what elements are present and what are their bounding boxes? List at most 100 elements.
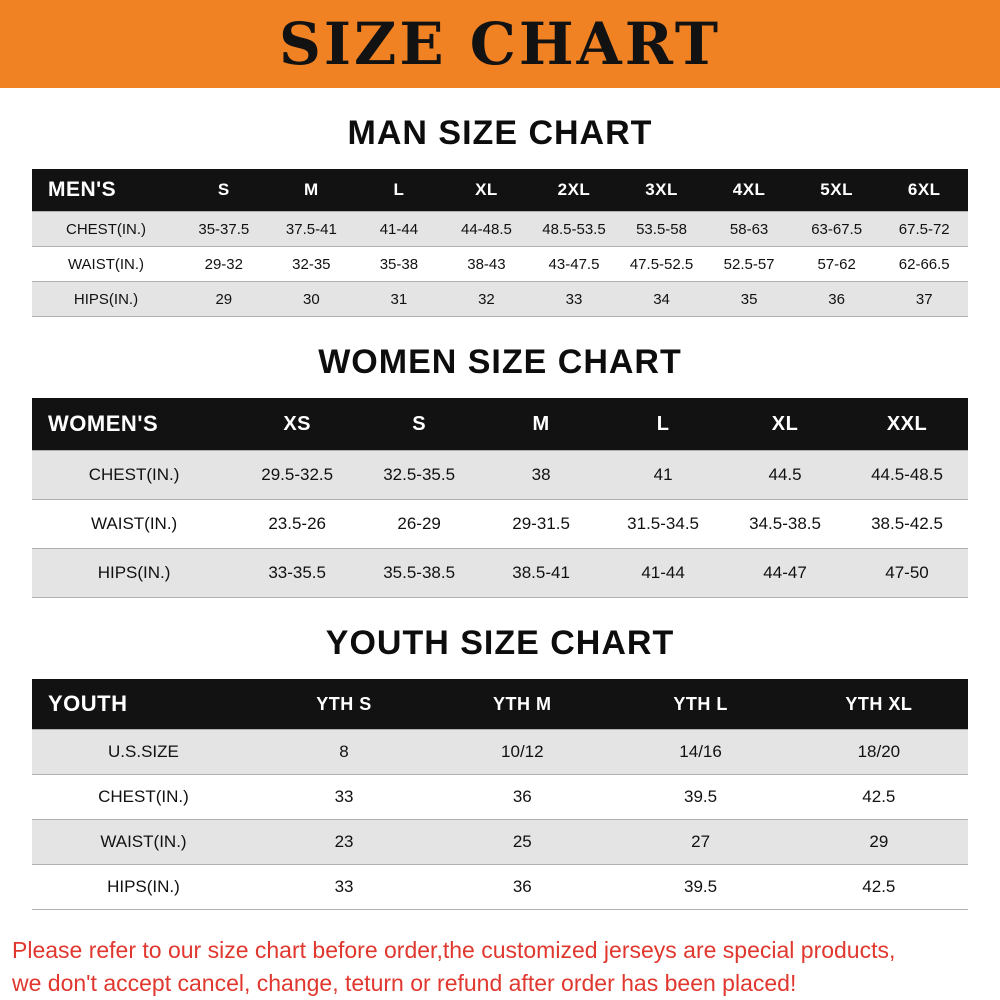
table-header-row: WOMEN'S XS S M L XL XXL (32, 398, 968, 451)
women-table-wrap: WOMEN'S XS S M L XL XXL CHEST(IN.) 29.5-32.5 32.5… (32, 398, 968, 598)
section-women: WOMEN SIZE CHART WOMEN'S XS S M L XL XXL CHEST(… (0, 343, 1000, 598)
value-cell: 33 (254, 864, 434, 910)
row-label-cell: WAIST(IN.) (32, 499, 237, 549)
table-row: HIPS(IN.) 29 30 31 32 33 34 35 36 37 (32, 281, 968, 317)
value-cell: 47.5-52.5 (617, 246, 706, 282)
value-cell: 27 (611, 819, 790, 865)
row-label-cell: HIPS(IN.) (32, 548, 237, 598)
value-cell: 63-67.5 (792, 211, 881, 247)
men-section-heading: MAN SIZE CHART (347, 114, 653, 152)
column-header-cell: XXL (886, 412, 928, 435)
column-header-cell: XL (475, 180, 498, 199)
column-header-cell: L (393, 180, 405, 199)
value-cell: 39.5 (611, 864, 790, 910)
value-cell: 37.5-41 (267, 211, 356, 247)
value-cell: 29.5-32.5 (236, 450, 359, 500)
banner-title: SIZE CHART (278, 10, 722, 78)
value-cell: 29 (789, 819, 968, 865)
footer-line-1: Please refer to our size chart before or… (12, 937, 896, 963)
value-cell: 32-35 (267, 246, 356, 282)
table-row: CHEST(IN.) 33 36 39.5 42.5 (32, 774, 968, 820)
row-label-cell: WAIST(IN.) (32, 819, 255, 865)
column-header-cell: S (217, 180, 230, 199)
table-title-cell: MEN'S (48, 178, 117, 201)
value-cell: 67.5-72 (880, 211, 968, 247)
men-table-wrap: MEN'S S M L XL 2XL 3XL 4XL 5XL 6XL CHEST(IN.) 35-37… (32, 169, 968, 317)
value-cell: 48.5-53.5 (530, 211, 618, 247)
column-header-cell: YTH S (316, 693, 372, 714)
value-cell: 38-43 (442, 246, 531, 282)
value-cell: 23 (254, 819, 434, 865)
row-label-cell: WAIST(IN.) (32, 246, 181, 282)
row-label-cell: U.S.SIZE (32, 729, 255, 775)
value-cell: 29 (180, 281, 268, 317)
value-cell: 10/12 (433, 729, 612, 775)
youth-section-heading: YOUTH SIZE CHART (325, 624, 675, 662)
value-cell: 36 (433, 774, 612, 820)
value-cell: 33-35.5 (236, 548, 359, 598)
column-header-cell: 5XL (820, 180, 853, 199)
value-cell: 38.5-42.5 (846, 499, 968, 549)
section-youth: YOUTH SIZE CHART YOUTH YTH S YTH M YTH L YTH… (0, 624, 1000, 910)
value-cell: 39.5 (611, 774, 790, 820)
column-header-cell: M (532, 412, 550, 435)
column-header-cell: XS (283, 412, 312, 435)
value-cell: 8 (254, 729, 434, 775)
column-header-cell: 6XL (907, 180, 941, 199)
value-cell: 44-47 (724, 548, 847, 598)
value-cell: 44-48.5 (442, 211, 531, 247)
value-cell: 35-38 (355, 246, 443, 282)
row-label-cell: HIPS(IN.) (32, 281, 181, 317)
youth-table-wrap: YOUTH YTH S YTH M YTH L YTH XL U.S.SIZE 8 10/12… (32, 679, 968, 910)
column-header-cell: 4XL (732, 180, 766, 199)
value-cell: 52.5-57 (705, 246, 793, 282)
value-cell: 25 (433, 819, 612, 865)
section-men: MAN SIZE CHART MEN'S S M L XL 2XL 3XL 4XL 5XL 6XL… (0, 114, 1000, 317)
youth-size-table: YOUTH YTH S YTH M YTH L YTH XL U.S.SIZE 8 10/12… (32, 679, 968, 910)
value-cell: 34 (617, 281, 706, 317)
column-header-cell: YTH L (673, 693, 728, 714)
value-cell: 47-50 (846, 548, 968, 598)
column-header-cell: L (656, 412, 670, 435)
footer-note: Please refer to our size chart before or… (12, 934, 988, 1000)
value-cell: 44.5-48.5 (846, 450, 968, 500)
value-cell: 14/16 (611, 729, 790, 775)
value-cell: 35 (705, 281, 793, 317)
women-size-table: WOMEN'S XS S M L XL XXL CHEST(IN.) 29.5-32.5 32.5… (32, 398, 968, 598)
value-cell: 26-29 (358, 499, 481, 549)
value-cell: 23.5-26 (236, 499, 359, 549)
column-header-cell: S (412, 412, 427, 435)
value-cell: 34.5-38.5 (724, 499, 847, 549)
value-cell: 36 (433, 864, 612, 910)
value-cell: 42.5 (789, 774, 968, 820)
row-label-cell: CHEST(IN.) (32, 774, 255, 820)
column-header-cell: 2XL (557, 180, 591, 199)
value-cell: 58-63 (705, 211, 793, 247)
men-size-table: MEN'S S M L XL 2XL 3XL 4XL 5XL 6XL CHEST(IN.) 35-37… (32, 169, 968, 317)
value-cell: 37 (880, 281, 968, 317)
value-cell: 38.5-41 (480, 548, 603, 598)
table-row: CHEST(IN.) 29.5-32.5 32.5-35.5 38 41 44.5 44.5… (32, 450, 968, 500)
value-cell: 29-31.5 (480, 499, 603, 549)
value-cell: 62-66.5 (880, 246, 968, 282)
value-cell: 41-44 (602, 548, 725, 598)
column-header-cell: M (304, 180, 319, 199)
row-label-cell: CHEST(IN.) (32, 211, 181, 247)
value-cell: 31 (355, 281, 443, 317)
value-cell: 31.5-34.5 (602, 499, 725, 549)
value-cell: 57-62 (792, 246, 881, 282)
value-cell: 43-47.5 (530, 246, 618, 282)
table-row: HIPS(IN.) 33 36 39.5 42.5 (32, 864, 968, 910)
table-header-row: YOUTH YTH S YTH M YTH L YTH XL (32, 679, 968, 730)
table-row: U.S.SIZE 8 10/12 14/16 18/20 (32, 729, 968, 775)
table-row: WAIST(IN.) 23.5-26 26-29 29-31.5 31.5-34.5 34… (32, 499, 968, 549)
table-title-cell: YOUTH (48, 691, 128, 716)
value-cell: 33 (530, 281, 618, 317)
footer-line-2: we don't accept cancel, change, teturn o… (12, 970, 797, 997)
size-charts: MAN SIZE CHART MEN'S S M L XL 2XL 3XL 4XL 5XL 6XL… (0, 114, 1000, 910)
table-header-row: MEN'S S M L XL 2XL 3XL 4XL 5XL 6XL (32, 169, 968, 212)
value-cell: 41 (602, 450, 725, 500)
row-label-cell: CHEST(IN.) (32, 450, 237, 500)
table-row: WAIST(IN.) 29-32 32-35 35-38 38-43 43-47.5 47.… (32, 246, 968, 282)
